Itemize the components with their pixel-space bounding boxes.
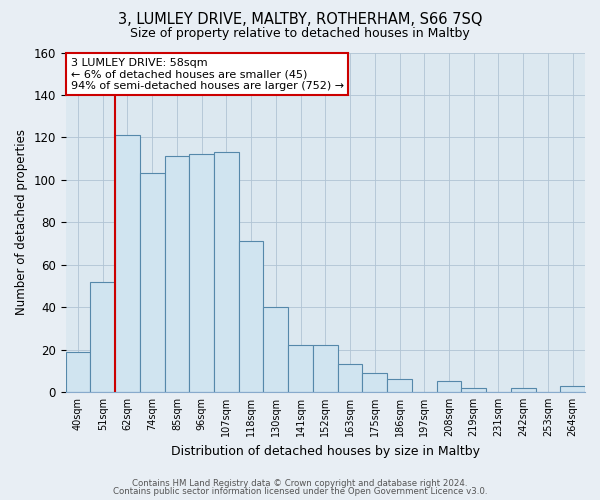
Text: Size of property relative to detached houses in Maltby: Size of property relative to detached ho…: [130, 28, 470, 40]
Bar: [511, 388, 536, 392]
Bar: [65, 352, 91, 392]
Bar: [263, 307, 288, 392]
Bar: [560, 386, 585, 392]
Bar: [362, 373, 387, 392]
Text: 3, LUMLEY DRIVE, MALTBY, ROTHERHAM, S66 7SQ: 3, LUMLEY DRIVE, MALTBY, ROTHERHAM, S66 …: [118, 12, 482, 28]
Text: 3 LUMLEY DRIVE: 58sqm
← 6% of detached houses are smaller (45)
94% of semi-detac: 3 LUMLEY DRIVE: 58sqm ← 6% of detached h…: [71, 58, 344, 91]
Text: Contains HM Land Registry data © Crown copyright and database right 2024.: Contains HM Land Registry data © Crown c…: [132, 478, 468, 488]
Bar: [288, 346, 313, 392]
Text: Contains public sector information licensed under the Open Government Licence v3: Contains public sector information licen…: [113, 488, 487, 496]
Bar: [387, 379, 412, 392]
Bar: [239, 242, 263, 392]
Bar: [164, 156, 190, 392]
Bar: [461, 388, 486, 392]
Bar: [91, 282, 115, 392]
Bar: [115, 135, 140, 392]
Bar: [437, 382, 461, 392]
Bar: [338, 364, 362, 392]
Bar: [313, 346, 338, 392]
Bar: [190, 154, 214, 392]
Bar: [214, 152, 239, 392]
Bar: [140, 174, 164, 392]
Y-axis label: Number of detached properties: Number of detached properties: [15, 129, 28, 315]
X-axis label: Distribution of detached houses by size in Maltby: Distribution of detached houses by size …: [171, 444, 480, 458]
